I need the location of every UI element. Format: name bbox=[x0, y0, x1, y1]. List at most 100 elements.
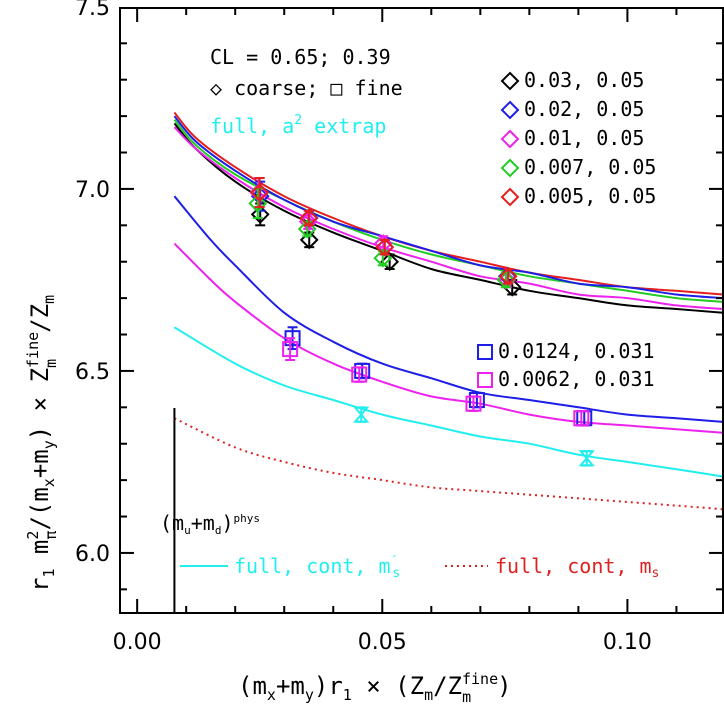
legend-fine: 0.0124, 0.031 0.0062, 0.031 bbox=[477, 339, 655, 391]
y-axis-title: r1 m2π/(mx+my) × Zfinem/Zm bbox=[24, 295, 60, 592]
hourglass-marker bbox=[578, 450, 595, 467]
ylabel-sub-y: y bbox=[40, 440, 58, 449]
xlabel-end: ) bbox=[497, 672, 511, 700]
phys-annotation: (mu+md)phys bbox=[160, 511, 260, 537]
y-tick-label: 7.5 bbox=[75, 0, 110, 21]
diamond-marker bbox=[375, 237, 395, 257]
points-layer bbox=[248, 176, 595, 467]
legend-bottom-sub: s bbox=[652, 566, 660, 581]
square-marker bbox=[282, 341, 299, 358]
ylabel-sub-pi: π bbox=[42, 531, 60, 540]
legend-coarse-label: 0.005, 0.05 bbox=[524, 184, 656, 208]
legend-coarse-label: 0.007, 0.05 bbox=[524, 155, 656, 179]
x-axis-title: (mx+my)r1 × (Zm/Zfine m) bbox=[238, 670, 512, 706]
diamond-marker bbox=[498, 266, 518, 286]
legend-coarse-label: 0.03, 0.05 bbox=[524, 68, 644, 92]
xlabel-sup-fine: fine bbox=[462, 670, 498, 688]
square-marker bbox=[351, 366, 368, 383]
full-extrap-annotation: full, a2 extrap bbox=[210, 113, 386, 138]
ylabel-rest: /(m bbox=[26, 487, 54, 530]
phys-plus: +m bbox=[191, 511, 215, 535]
ylabel-sub-m2: m bbox=[40, 295, 58, 304]
series-curve bbox=[173, 126, 724, 310]
diamond-marker bbox=[250, 204, 270, 224]
y-tick-label: 6.0 bbox=[75, 542, 110, 567]
full-extrap-end: extrap bbox=[302, 114, 386, 138]
series-curve bbox=[173, 326, 724, 478]
diamond-marker bbox=[248, 194, 268, 213]
xlabel-times: × (Z bbox=[352, 672, 424, 700]
full-extrap-text: full, a bbox=[210, 114, 294, 138]
ylabel-plus: +m bbox=[26, 449, 54, 478]
phys-d: d bbox=[215, 524, 222, 537]
xlabel-sub-x: x bbox=[267, 686, 276, 704]
diamond-marker bbox=[500, 100, 520, 120]
diamond-marker bbox=[500, 129, 520, 149]
curve-layer bbox=[173, 111, 724, 511]
ylabel-sub-m: m bbox=[42, 359, 60, 368]
phys-u: u bbox=[184, 524, 191, 537]
series-curve bbox=[173, 417, 724, 511]
square-marker bbox=[354, 362, 371, 379]
ylabel-sub-1: 1 bbox=[40, 569, 58, 578]
xlabel-close: )r bbox=[314, 672, 343, 700]
series-curve bbox=[173, 195, 724, 423]
phys-close: ) bbox=[221, 511, 233, 535]
xlabel-sub-y: y bbox=[305, 686, 314, 704]
square-marker bbox=[477, 344, 493, 360]
square-marker bbox=[465, 395, 482, 412]
legend-bottom-prime: ′ bbox=[391, 554, 399, 569]
diamond-marker bbox=[500, 71, 520, 91]
xlabel-sub-m: m bbox=[424, 686, 433, 704]
xlabel-sub-1: 1 bbox=[343, 686, 352, 704]
legend-bottom-sub: s bbox=[392, 566, 400, 581]
x-tick-label: 0.10 bbox=[603, 630, 652, 655]
svg-text:r1 m2π/(mx+my) × Zfinem/Zm: r1 m2π/(mx+my) × Zfinem/Zm bbox=[24, 295, 60, 592]
xlabel-plus: +m bbox=[276, 672, 305, 700]
diamond-marker bbox=[500, 187, 520, 207]
phys-open: (m bbox=[160, 511, 184, 535]
ylabel-slash: /Z bbox=[26, 304, 54, 333]
xlabel-slash: /Z bbox=[433, 672, 462, 700]
hourglass-marker bbox=[353, 406, 370, 423]
square-marker bbox=[477, 372, 493, 388]
plot-frame bbox=[119, 7, 724, 614]
series-curve bbox=[173, 122, 724, 314]
legend-fine-label: 0.0124, 0.031 bbox=[498, 339, 655, 363]
diamond-marker bbox=[250, 183, 270, 202]
ticks-layer: 0.00 0.05 0.10 6.0 6.5 7.0 7.5 bbox=[75, 0, 723, 655]
legend-bottom-text: full, cont, m bbox=[234, 554, 391, 578]
diamond-marker bbox=[500, 158, 520, 178]
ylabel-m: m bbox=[26, 540, 54, 569]
ylabel-r: r bbox=[26, 578, 54, 592]
square-marker bbox=[468, 392, 485, 409]
legend-bottom-label: full, cont, ms bbox=[495, 554, 659, 581]
cl-annotation: CL = 0.65; 0.39 bbox=[210, 45, 391, 69]
legend-bottom-label: full, cont, m′ s bbox=[234, 554, 400, 581]
series-curve bbox=[173, 119, 724, 303]
square-marker bbox=[573, 410, 590, 427]
ylabel-close: ) × Z bbox=[26, 368, 54, 440]
series-curve bbox=[173, 115, 724, 300]
xlabel-sub-m2: m bbox=[462, 688, 471, 706]
full-extrap-sup: 2 bbox=[294, 113, 302, 128]
legend-bottom: full, cont, m′ s full, cont, ms bbox=[180, 554, 659, 581]
series-curve bbox=[173, 242, 724, 434]
y-tick-label: 6.5 bbox=[75, 360, 110, 385]
diamond-marker bbox=[380, 252, 400, 272]
legend-coarse-label: 0.01, 0.05 bbox=[524, 126, 644, 150]
x-tick-label: 0.05 bbox=[358, 630, 407, 655]
ylabel-sub-x: x bbox=[40, 478, 58, 487]
legend-bottom-text: full, cont, m bbox=[495, 554, 652, 578]
x-tick-label: 0.00 bbox=[113, 630, 162, 655]
diamond-marker bbox=[299, 208, 319, 228]
xlabel-open: (m bbox=[238, 672, 267, 700]
ylabel-sup-2: 2 bbox=[24, 531, 42, 540]
legend-coarse-label: 0.02, 0.05 bbox=[524, 97, 644, 121]
ylabel-sup-fine: fine bbox=[24, 332, 42, 368]
coarse-fine-annotation: ◇ coarse; □ fine bbox=[210, 76, 403, 100]
legend-fine-label: 0.0062, 0.031 bbox=[498, 367, 655, 391]
phys-sup: phys bbox=[233, 512, 260, 525]
legend-coarse: 0.03, 0.05 0.02, 0.05 0.01, 0.05 0.007, 0.0… bbox=[500, 68, 656, 208]
